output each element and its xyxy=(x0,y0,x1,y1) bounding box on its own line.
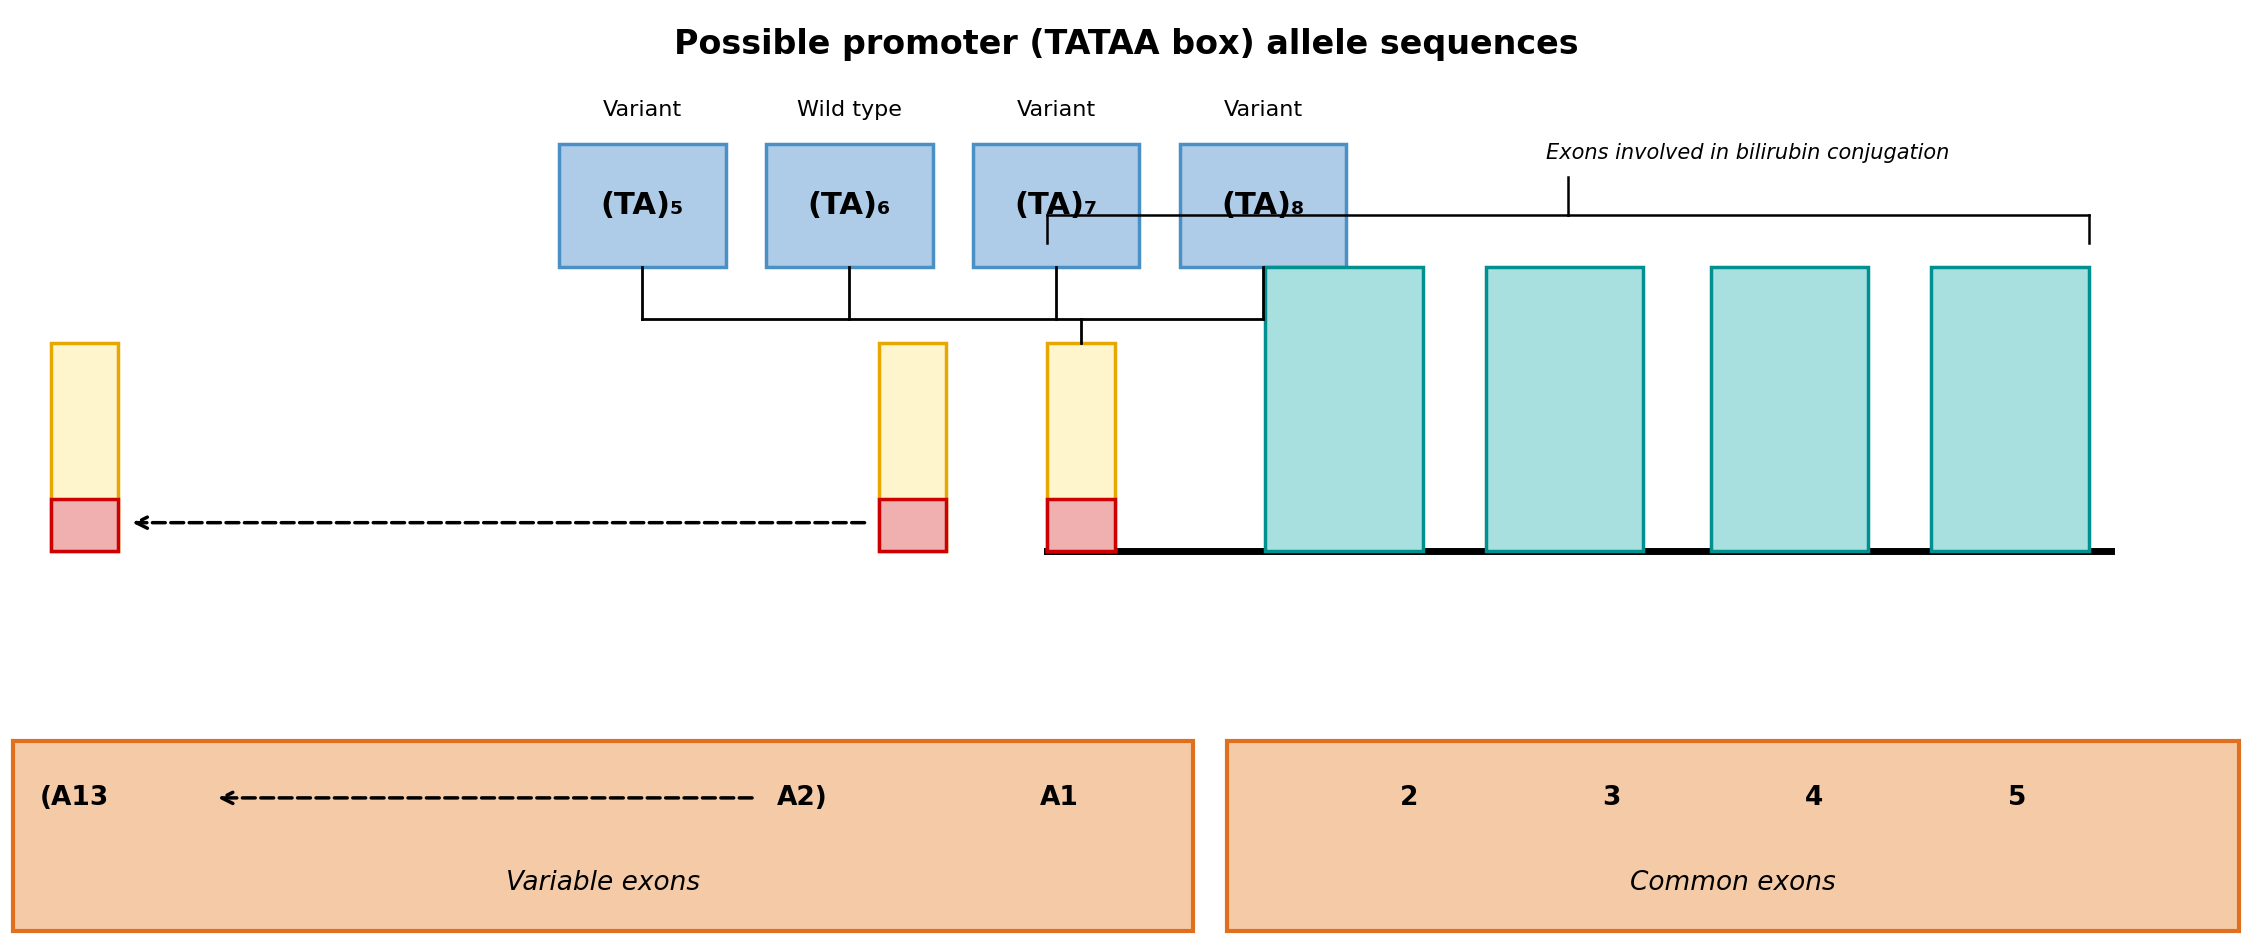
Bar xyxy=(1266,267,1423,552)
Text: Variable exons: Variable exons xyxy=(507,870,700,896)
Text: Variant: Variant xyxy=(604,100,682,120)
Bar xyxy=(1047,342,1115,552)
Text: 4: 4 xyxy=(1806,785,1824,811)
Text: (TA)₅: (TA)₅ xyxy=(601,191,685,220)
Text: Wild type: Wild type xyxy=(797,100,901,120)
Text: 3: 3 xyxy=(1603,785,1621,811)
Text: Possible promoter (TATAA box) allele sequences: Possible promoter (TATAA box) allele seq… xyxy=(673,28,1579,61)
Bar xyxy=(1047,499,1115,552)
Text: (TA)₈: (TA)₈ xyxy=(1221,191,1304,220)
Bar xyxy=(1712,267,1869,552)
Bar xyxy=(558,144,725,267)
Text: A1: A1 xyxy=(1040,785,1079,811)
Bar xyxy=(878,499,946,552)
Text: (A13: (A13 xyxy=(41,785,108,811)
Bar xyxy=(766,144,932,267)
Text: 5: 5 xyxy=(2007,785,2027,811)
Bar xyxy=(52,499,119,552)
Bar xyxy=(1486,267,1644,552)
Text: (TA)₇: (TA)₇ xyxy=(1016,191,1099,220)
Text: 2: 2 xyxy=(1401,785,1419,811)
Bar xyxy=(878,342,946,552)
Text: Common exons: Common exons xyxy=(1630,870,1835,896)
Bar xyxy=(1180,144,1347,267)
Text: Exons involved in bilirubin conjugation: Exons involved in bilirubin conjugation xyxy=(1547,143,1950,163)
Bar xyxy=(1227,741,2238,931)
Text: Variant: Variant xyxy=(1016,100,1097,120)
Bar xyxy=(1932,267,2088,552)
Text: A2): A2) xyxy=(777,785,829,811)
Text: Variant: Variant xyxy=(1223,100,1302,120)
Bar xyxy=(973,144,1140,267)
Text: (TA)₆: (TA)₆ xyxy=(808,191,892,220)
Bar xyxy=(52,342,119,552)
Bar xyxy=(14,741,1194,931)
